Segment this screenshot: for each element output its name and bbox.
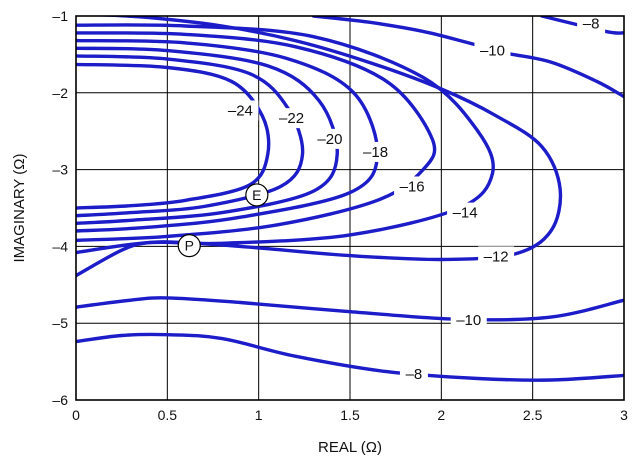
contour-line xyxy=(76,296,624,322)
y-axis-title: IMAGINARY (Ω) xyxy=(11,153,28,262)
contour-label: –8 xyxy=(406,366,423,383)
contour-label-background xyxy=(357,141,394,162)
x-axis-title: REAL (Ω) xyxy=(318,439,382,456)
plot-frame xyxy=(75,15,625,401)
y-tick-label: –2 xyxy=(52,85,68,101)
contour-label-background xyxy=(399,363,428,384)
contour-label: –10 xyxy=(480,43,505,60)
contour-label-background xyxy=(394,176,431,197)
contour-label: –10 xyxy=(456,312,481,329)
marker-label: P xyxy=(185,238,194,254)
x-tick-label: 2.5 xyxy=(523,407,543,423)
contour-label: –22 xyxy=(279,110,304,127)
y-tick-label: –1 xyxy=(52,8,68,24)
contour-line xyxy=(76,62,271,210)
y-axis-ticks: –1 –2 –3 –4 –5 –6 xyxy=(52,8,68,408)
contour-line xyxy=(540,16,624,35)
contour-labels: –24 –22 –20 –18 –16 –14 –12 –10 –8 –10 –8 xyxy=(222,13,606,384)
contour-label-background xyxy=(577,13,606,34)
x-tick-label: 2 xyxy=(437,407,445,423)
contour-label: –18 xyxy=(363,144,388,161)
y-tick-label: –3 xyxy=(52,162,68,178)
contour-label: –12 xyxy=(484,248,509,265)
x-axis-ticks: 0 0.5 1 1.5 2 2.5 3 xyxy=(72,407,628,423)
y-tick-label: –6 xyxy=(52,392,68,408)
x-tick-label: 1.5 xyxy=(340,407,360,423)
x-tick-label: 3 xyxy=(620,407,628,423)
x-tick-label: 0.5 xyxy=(158,407,178,423)
contour-line xyxy=(76,332,624,382)
contour-label: –20 xyxy=(317,131,342,148)
contour-line xyxy=(76,31,437,242)
x-tick-label: 0 xyxy=(72,407,80,423)
marker-circle xyxy=(177,234,201,258)
contour-label: –14 xyxy=(453,205,478,222)
contour-label: –16 xyxy=(400,178,425,195)
contour-label: –24 xyxy=(228,102,253,119)
contour-label-background xyxy=(273,108,310,129)
contour-label-background xyxy=(311,128,348,149)
marker-label: E xyxy=(252,187,261,203)
contour-label-background xyxy=(474,40,511,61)
marker-circle xyxy=(245,183,269,207)
contour-line xyxy=(76,54,305,218)
contour-label-background xyxy=(222,100,259,121)
y-tick-label: –4 xyxy=(52,238,68,254)
contour-label-background xyxy=(450,310,487,331)
y-tick-label: –5 xyxy=(52,315,68,331)
contour-label-background xyxy=(447,202,484,223)
point-markers: EP xyxy=(177,183,269,258)
x-tick-label: 1 xyxy=(255,407,263,423)
contour-label: –8 xyxy=(583,16,600,33)
contour-label-background xyxy=(478,246,515,267)
contour-line xyxy=(76,46,339,226)
